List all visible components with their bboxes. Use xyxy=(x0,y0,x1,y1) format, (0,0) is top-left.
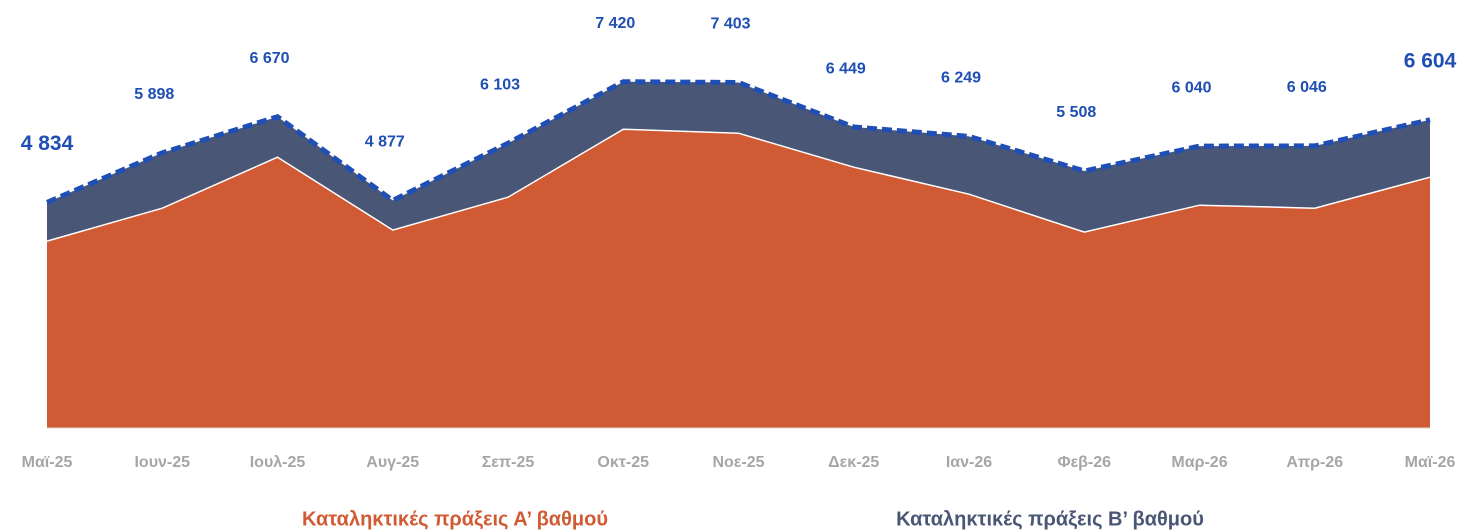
x-tick-label: Νοε-25 xyxy=(712,454,764,471)
x-tick-label: Ιαν-26 xyxy=(946,454,992,471)
area-b xyxy=(47,81,1430,242)
value-label: 7 420 xyxy=(595,15,635,32)
x-tick-label: Ιουν-25 xyxy=(134,454,190,471)
value-label: 6 449 xyxy=(826,60,866,77)
x-tick-label: Δεκ-25 xyxy=(828,454,879,471)
x-tick-label: Φεβ-26 xyxy=(1057,454,1111,471)
total-line xyxy=(46,79,1431,205)
x-tick-label: Ιουλ-25 xyxy=(250,454,306,471)
value-label: 7 403 xyxy=(710,16,750,33)
value-label: 6 670 xyxy=(249,50,289,67)
legend-entry: Καταληκτικές πράξεις Β’ βαθμού xyxy=(896,508,1204,530)
value-label: 4 834 xyxy=(21,132,74,155)
x-tick-label: Οκτ-25 xyxy=(597,454,649,471)
value-label: 6 604 xyxy=(1404,49,1457,72)
value-label: 5 898 xyxy=(134,86,174,103)
value-label: 5 508 xyxy=(1056,104,1096,121)
value-label: 4 877 xyxy=(365,134,405,151)
x-tick-label: Μαρ-26 xyxy=(1171,454,1227,471)
x-tick-label: Απρ-26 xyxy=(1286,454,1343,471)
value-label: 6 249 xyxy=(941,70,981,87)
value-label: 6 046 xyxy=(1287,79,1327,96)
legend-entry: Καταληκτικές πράξεις Α’ βαθμού xyxy=(302,508,608,530)
area-a xyxy=(47,129,1430,428)
x-tick-label: Μαϊ-26 xyxy=(1405,454,1456,471)
x-tick-label: Αυγ-25 xyxy=(366,454,419,471)
x-tick-label: Μαϊ-25 xyxy=(22,454,73,471)
value-label: 6 103 xyxy=(480,76,520,93)
area-a-edge xyxy=(46,128,1431,242)
value-label: 6 040 xyxy=(1171,79,1211,96)
x-tick-label: Σεπ-25 xyxy=(482,454,535,471)
